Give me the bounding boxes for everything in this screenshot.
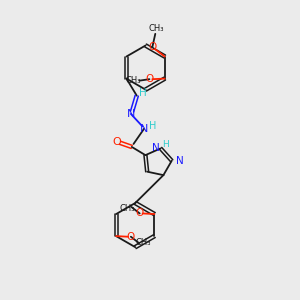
Text: CH₃: CH₃ [148, 24, 164, 33]
Text: N: N [140, 124, 148, 134]
Text: O: O [148, 42, 157, 52]
Text: O: O [145, 74, 154, 84]
Text: CH₃: CH₃ [120, 204, 135, 213]
Text: H: H [140, 88, 147, 98]
Text: N: N [127, 109, 135, 119]
Text: N: N [176, 156, 184, 166]
Text: O: O [136, 208, 144, 218]
Text: O: O [127, 232, 135, 242]
Text: CH₃: CH₃ [136, 238, 151, 247]
Text: N: N [152, 143, 160, 153]
Text: O: O [113, 136, 122, 147]
Text: H: H [163, 140, 169, 149]
Text: H: H [149, 121, 157, 131]
Text: CH₃: CH₃ [125, 76, 141, 85]
